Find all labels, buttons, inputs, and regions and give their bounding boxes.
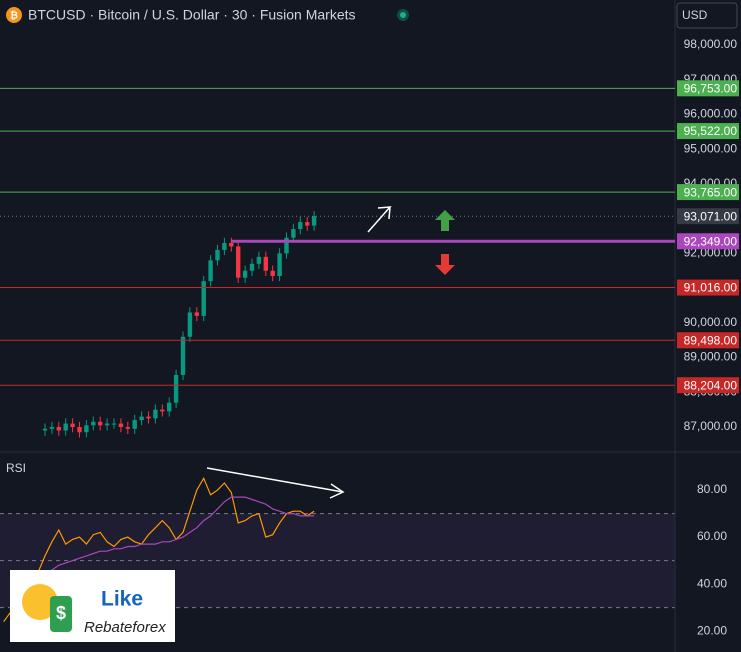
drawn-arrow-head (388, 206, 391, 220)
logo-brand: Rebateforex (84, 619, 166, 636)
symbol-icon (6, 7, 22, 23)
candle-body (180, 336, 186, 375)
candle-body (208, 260, 213, 282)
level-label: 96,753.00 (684, 81, 738, 95)
candle-body (291, 229, 296, 238)
candle-body (187, 312, 193, 337)
candle-body (132, 420, 137, 429)
level-label: 91,016.00 (684, 281, 738, 295)
y-tick-label: 40.00 (697, 576, 727, 590)
candle-body (84, 425, 89, 433)
candle-body (194, 312, 199, 316)
rsi-line (44, 496, 315, 576)
candle-body (42, 428, 48, 431)
level-label-box (677, 377, 739, 394)
candle-body (111, 423, 117, 425)
level-label-box (677, 279, 739, 296)
level-label: 89,498.00 (684, 333, 738, 347)
y-tick-label: 89,000.00 (684, 350, 738, 364)
candle-body (222, 242, 227, 250)
candle-body (256, 256, 262, 264)
rsi-line (3, 476, 315, 623)
candle-body (56, 427, 61, 431)
candle-body (146, 416, 151, 419)
level-label-box (677, 208, 739, 225)
y-tick-label: 96,000.00 (684, 107, 738, 121)
candle-body (249, 263, 255, 271)
market-status-dot (400, 12, 406, 18)
divergence-line (206, 467, 344, 493)
level-label: 93,765.00 (684, 185, 738, 199)
y-tick-label: 60.00 (697, 529, 727, 543)
level-label: 95,522.00 (684, 124, 738, 138)
candle-body (229, 242, 234, 247)
y-tick-label: 87,000.00 (684, 419, 738, 433)
candle-body (139, 416, 144, 421)
divergence-arrow (329, 483, 345, 499)
y-tick-label: 98,000.00 (684, 37, 738, 51)
candle-body (153, 409, 158, 419)
y-tick-label: 20.00 (697, 623, 727, 637)
y-tick-label: 90,000.00 (684, 315, 738, 329)
currency-label[interactable]: USD (682, 8, 708, 22)
logo-phone (50, 596, 72, 632)
level-label: 93,071.00 (684, 209, 738, 223)
logo-word: Like (101, 588, 143, 611)
level-label-box (677, 184, 739, 201)
logo-dollar: $ (56, 603, 66, 623)
candle-body (104, 423, 110, 426)
candle-body (77, 427, 82, 433)
candle-body (311, 216, 317, 226)
candle-body (160, 409, 165, 412)
candle-body (236, 246, 241, 278)
logo-emoji (22, 584, 58, 620)
candle-body (70, 423, 75, 428)
y-tick-label: 80.00 (697, 482, 727, 496)
candle-body (305, 222, 310, 226)
candle-body (242, 270, 248, 278)
level-label-box (677, 80, 739, 97)
rsi-label: RSI (6, 461, 26, 475)
candle-body (167, 402, 172, 412)
candle-body (173, 374, 179, 403)
candle-body (270, 270, 275, 276)
level-label-box (677, 123, 739, 140)
level-label: 88,204.00 (684, 378, 738, 392)
symbol-title: BTCUSD · Bitcoin / U.S. Dollar · 30 · Fu… (28, 7, 356, 23)
currency-button[interactable] (676, 2, 738, 29)
symbol-icon-glyph: ₿ (10, 10, 18, 22)
level-label: 92,349.00 (684, 234, 738, 248)
candle-body (263, 256, 268, 271)
candle-body (215, 249, 220, 261)
candle-body (201, 281, 206, 316)
candle-body (298, 222, 303, 230)
candle-body (118, 423, 124, 428)
candle-body (91, 421, 96, 426)
plot-layer: 87,000.0088,000.0089,000.0090,000.0091,0… (0, 37, 739, 637)
level-label-box (677, 233, 739, 250)
candle-body (98, 421, 103, 426)
candle-body (49, 427, 55, 429)
up-arrow (435, 210, 455, 231)
y-tick-label: 95,000.00 (684, 141, 738, 155)
candle-body (284, 237, 289, 254)
down-arrow (435, 254, 455, 275)
candle-body (125, 427, 130, 429)
candle-body (63, 423, 68, 431)
level-label-box (677, 332, 739, 349)
candle-body (277, 253, 282, 276)
